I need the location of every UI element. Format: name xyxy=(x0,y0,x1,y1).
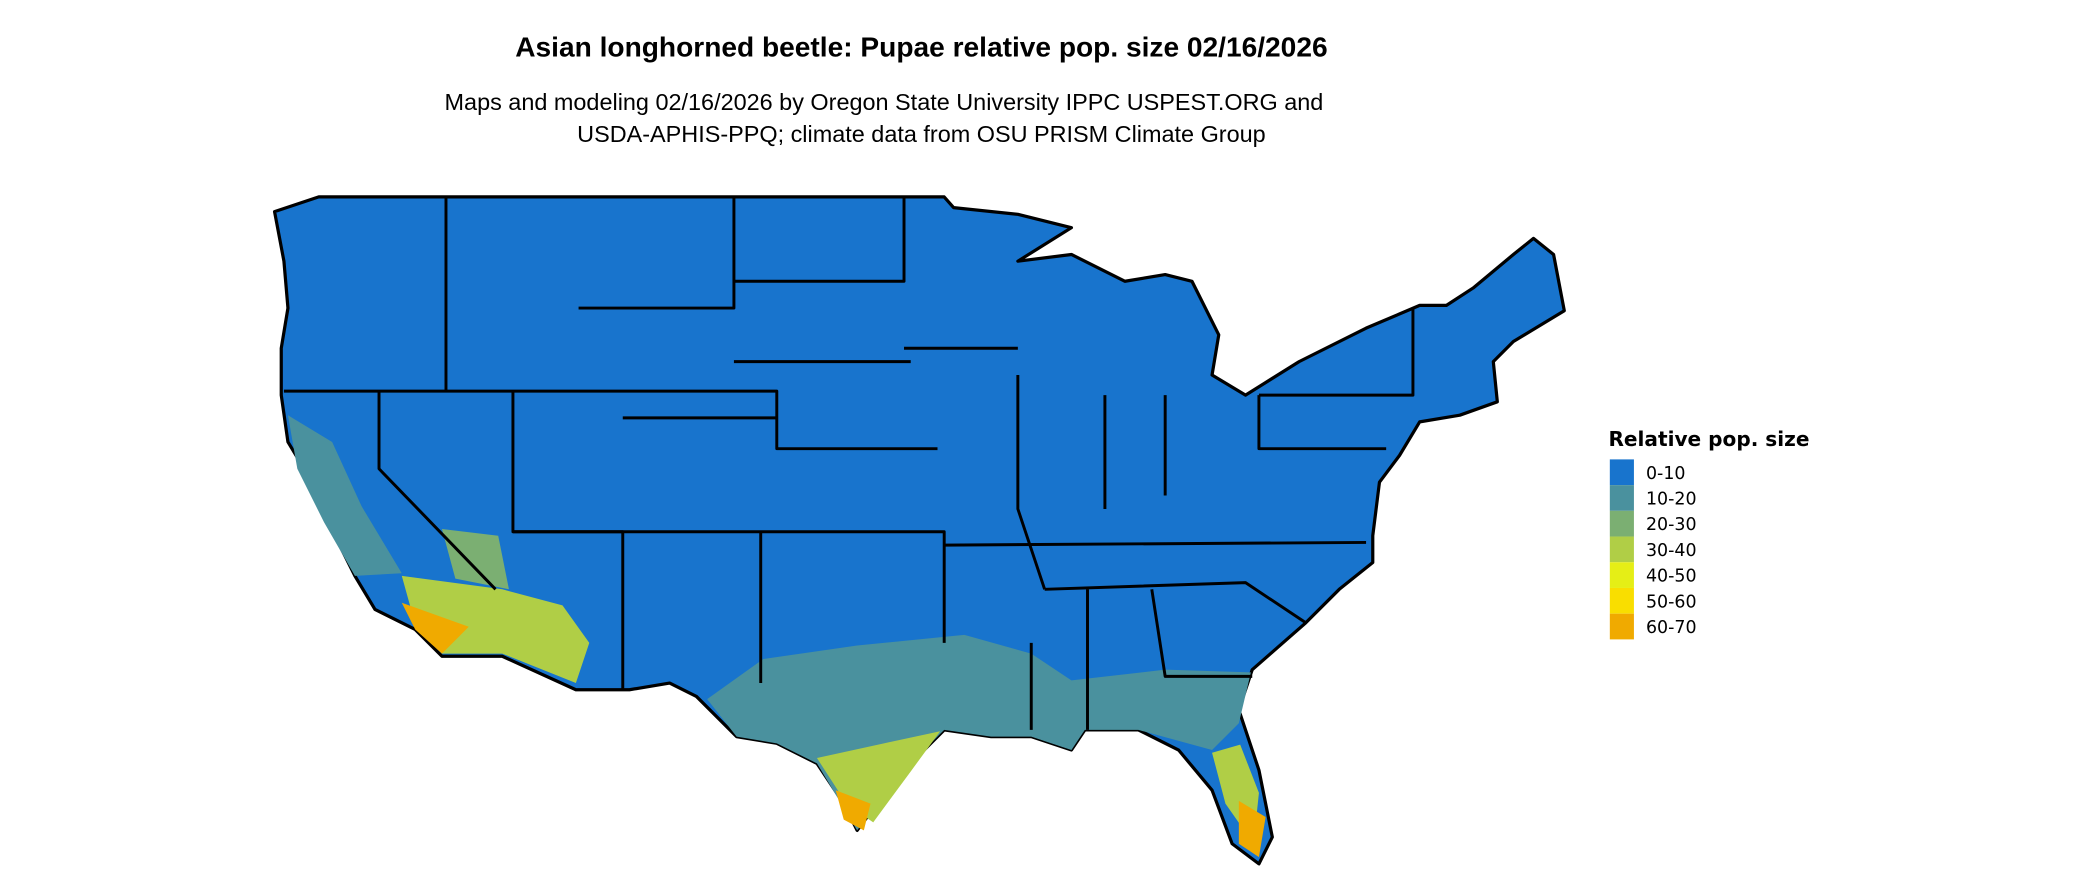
subtitle-line-2: USDA-APHIS-PPQ; climate data from OSU PR… xyxy=(577,121,1266,147)
legend-swatch xyxy=(1609,613,1634,640)
zone-60-70-california xyxy=(401,602,469,654)
state-borders xyxy=(1257,395,1387,451)
zone-30-40-southwest xyxy=(401,575,590,684)
legend-label: 60-70 xyxy=(1646,618,1697,638)
state-borders xyxy=(377,391,497,591)
legend-title: Relative pop. size xyxy=(1608,427,1809,451)
legend-label: 20-30 xyxy=(1646,515,1697,535)
legend-label: 40-50 xyxy=(1646,567,1697,587)
zone-10-20-california xyxy=(287,415,402,576)
legend: Relative pop. size 0-10 10-20 20-30 30-40 40… xyxy=(1608,427,1809,640)
state-borders xyxy=(512,530,946,643)
state-borders xyxy=(733,196,906,283)
state-borders xyxy=(1150,589,1253,678)
subtitle-line-1: Maps and modeling 02/16/2026 by Oregon S… xyxy=(445,89,1324,115)
legend-swatch xyxy=(1609,459,1634,486)
legend-swatch xyxy=(1609,510,1634,537)
state-borders xyxy=(1016,375,1047,590)
legend-label: 50-60 xyxy=(1646,592,1697,612)
state-borders xyxy=(283,389,938,451)
map-title: Asian longhorned beetle: Pupae relative … xyxy=(515,31,1327,62)
state-borders xyxy=(944,540,1367,547)
zone-20-30-southwest xyxy=(441,529,509,590)
legend-label: 0-10 xyxy=(1646,464,1686,484)
us-map xyxy=(272,195,1566,866)
legend-swatch xyxy=(1609,536,1634,563)
legend-swatch xyxy=(1609,562,1634,588)
zone-60-70-texas xyxy=(835,790,871,831)
state-borders xyxy=(1044,581,1307,625)
legend-swatch xyxy=(1609,587,1634,614)
state-borders xyxy=(1258,308,1415,397)
legend-label: 30-40 xyxy=(1646,541,1697,561)
legend-label: 10-20 xyxy=(1646,490,1697,510)
state-borders xyxy=(578,196,736,310)
legend-swatch xyxy=(1609,485,1634,511)
zone-60-70-florida xyxy=(1238,800,1266,858)
